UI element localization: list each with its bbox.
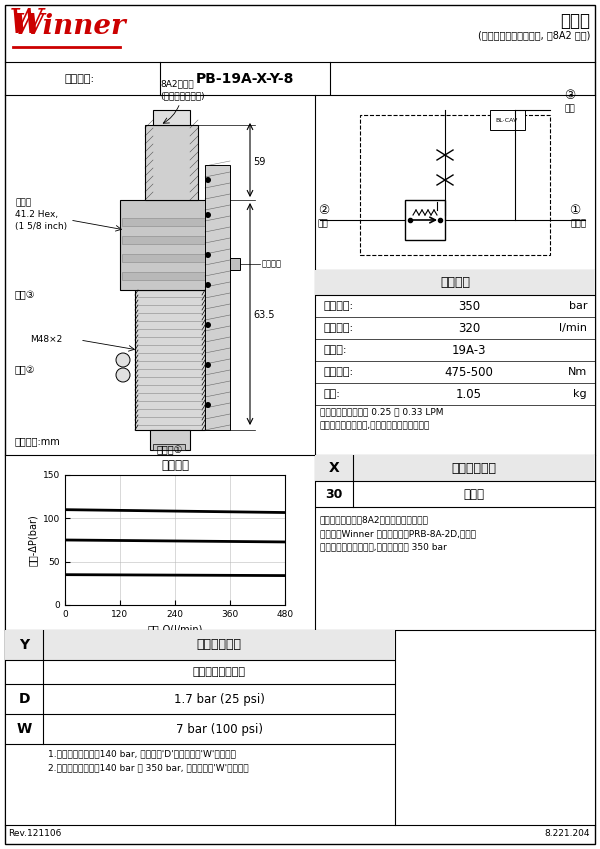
- Text: M48×2: M48×2: [30, 335, 62, 345]
- Circle shape: [205, 282, 211, 288]
- Text: 油筱③: 油筱③: [15, 290, 35, 300]
- Circle shape: [205, 252, 211, 258]
- Bar: [360, 115, 550, 255]
- Text: 350: 350: [458, 300, 480, 312]
- Text: 六角邂
41.2 Hex,
(1 5/8 inch): 六角邂 41.2 Hex, (1 5/8 inch): [15, 199, 67, 231]
- Text: 安裝扆矩:: 安裝扆矩:: [323, 367, 353, 377]
- Text: ③: ③: [565, 89, 575, 102]
- Text: 減壓口: 減壓口: [571, 220, 587, 228]
- Text: Nm: Nm: [568, 367, 587, 377]
- Text: 1.若進油口壓力低於140 bar, 則可採用'D'主級彈簧或'W'主級彈簧: 1.若進油口壓力低於140 bar, 則可採用'D'主級彈簧或'W'主級彈簧: [48, 749, 236, 758]
- Text: 重量:: 重量:: [323, 389, 340, 399]
- Bar: [145, 125, 198, 200]
- Circle shape: [116, 368, 130, 382]
- Text: l/min: l/min: [559, 323, 587, 333]
- Text: 進油②: 進油②: [15, 365, 35, 375]
- Bar: [122, 254, 218, 262]
- Bar: [122, 236, 218, 244]
- Bar: [150, 430, 190, 450]
- Bar: [205, 165, 230, 430]
- Text: X: X: [329, 461, 340, 475]
- Text: 定位肘部: 定位肘部: [262, 260, 282, 268]
- Text: kg: kg: [574, 389, 587, 399]
- Text: 1.05: 1.05: [456, 387, 482, 401]
- Text: Winner: Winner: [13, 14, 127, 41]
- Text: 19A-3: 19A-3: [452, 344, 486, 357]
- Text: 此閥的內部導壓流量 0.25 到 0.33 LPM: 此閥的內部導壓流量 0.25 到 0.33 LPM: [320, 407, 443, 416]
- Bar: [135, 290, 205, 430]
- Text: W: W: [16, 722, 32, 736]
- Circle shape: [205, 212, 211, 218]
- Text: bar: bar: [569, 301, 587, 311]
- Text: ②: ②: [318, 204, 329, 216]
- Text: 進油: 進油: [318, 220, 329, 228]
- Bar: [122, 218, 218, 226]
- Circle shape: [205, 322, 211, 328]
- Text: 油筱: 油筱: [565, 104, 575, 113]
- Text: 若有特殊的壓力需求,請與本公司銷售部門洽詢: 若有特殊的壓力需求,請與本公司銷售部門洽詢: [320, 421, 430, 430]
- Text: 成型孔:: 成型孔:: [323, 345, 347, 355]
- Title: 調壓曲線: 調壓曲線: [161, 459, 189, 472]
- Text: (平衡型減壓閥調節元件, 平8A2 插孔): (平衡型減壓閥調節元件, 平8A2 插孔): [478, 30, 590, 40]
- Text: 額定壓力:: 額定壓力:: [323, 301, 353, 311]
- Bar: [153, 110, 190, 125]
- Circle shape: [205, 402, 211, 408]
- Text: 訂購編號:: 訂購編號:: [65, 74, 95, 84]
- Text: 尺寸單位:mm: 尺寸單位:mm: [15, 436, 61, 446]
- Text: 8A2成型孔
(外接導壓控制閥): 8A2成型孔 (外接導壓控制閥): [160, 79, 205, 100]
- Bar: [490, 110, 525, 130]
- Bar: [315, 270, 595, 295]
- Text: 控制彈簧選項: 控制彈簧選項: [197, 638, 241, 651]
- Text: 59: 59: [253, 158, 265, 167]
- Text: 30: 30: [325, 487, 343, 501]
- Text: W: W: [9, 8, 43, 40]
- Text: 1.7 bar (25 psi): 1.7 bar (25 psi): [173, 693, 265, 706]
- Text: 標準型: 標準型: [464, 487, 485, 501]
- Bar: [120, 200, 220, 290]
- Bar: [230, 258, 240, 270]
- Text: 減壓口①: 減壓口①: [157, 445, 183, 455]
- Text: 此閥可使用在各种8A2成型孔的導壓控制閥
例如搜配Winner 的比例洩壓閥PRB-8A-2D,即可成
為高性能的比例減壓閥,最高壓力可達 350 bar: 此閥可使用在各种8A2成型孔的導壓控制閥 例如搜配Winner 的比例洩壓閥PR…: [320, 515, 476, 552]
- Text: ①: ①: [569, 204, 580, 216]
- Y-axis label: 壓降-ΔP(bar): 壓降-ΔP(bar): [28, 514, 37, 566]
- Bar: [315, 455, 595, 481]
- X-axis label: 流量-Q(l/min): 流量-Q(l/min): [148, 624, 203, 634]
- Bar: [153, 444, 185, 450]
- Text: 最低控制彈簧壓力: 最低控制彈簧壓力: [193, 667, 245, 677]
- Text: 結構設計選項: 結構設計選項: [452, 462, 497, 475]
- Text: Y: Y: [19, 638, 29, 652]
- Text: 減壓閥: 減壓閥: [560, 12, 590, 30]
- Circle shape: [205, 177, 211, 183]
- Text: 8.221.204: 8.221.204: [545, 829, 590, 839]
- Text: D: D: [18, 692, 30, 706]
- Text: BL·CAV: BL·CAV: [496, 117, 518, 122]
- Bar: [122, 272, 218, 280]
- Text: 額定流量:: 額定流量:: [323, 323, 353, 333]
- Circle shape: [205, 362, 211, 368]
- Text: 2.若進油口壓力高於140 bar 到 350 bar, 則必須採用'W'主級彈簧: 2.若進油口壓力高於140 bar 到 350 bar, 則必須採用'W'主級彈…: [48, 763, 248, 772]
- Text: 63.5: 63.5: [253, 310, 275, 320]
- Bar: [405, 200, 445, 240]
- Text: Rev.121106: Rev.121106: [8, 829, 61, 839]
- Bar: [5, 630, 395, 660]
- Text: PB-19A-X-Y-8: PB-19A-X-Y-8: [196, 72, 294, 86]
- Text: 技術參數: 技術參數: [440, 276, 470, 289]
- Circle shape: [116, 353, 130, 367]
- Text: 7 bar (100 psi): 7 bar (100 psi): [176, 722, 263, 735]
- Text: 320: 320: [458, 322, 480, 335]
- Text: 475-500: 475-500: [445, 366, 493, 379]
